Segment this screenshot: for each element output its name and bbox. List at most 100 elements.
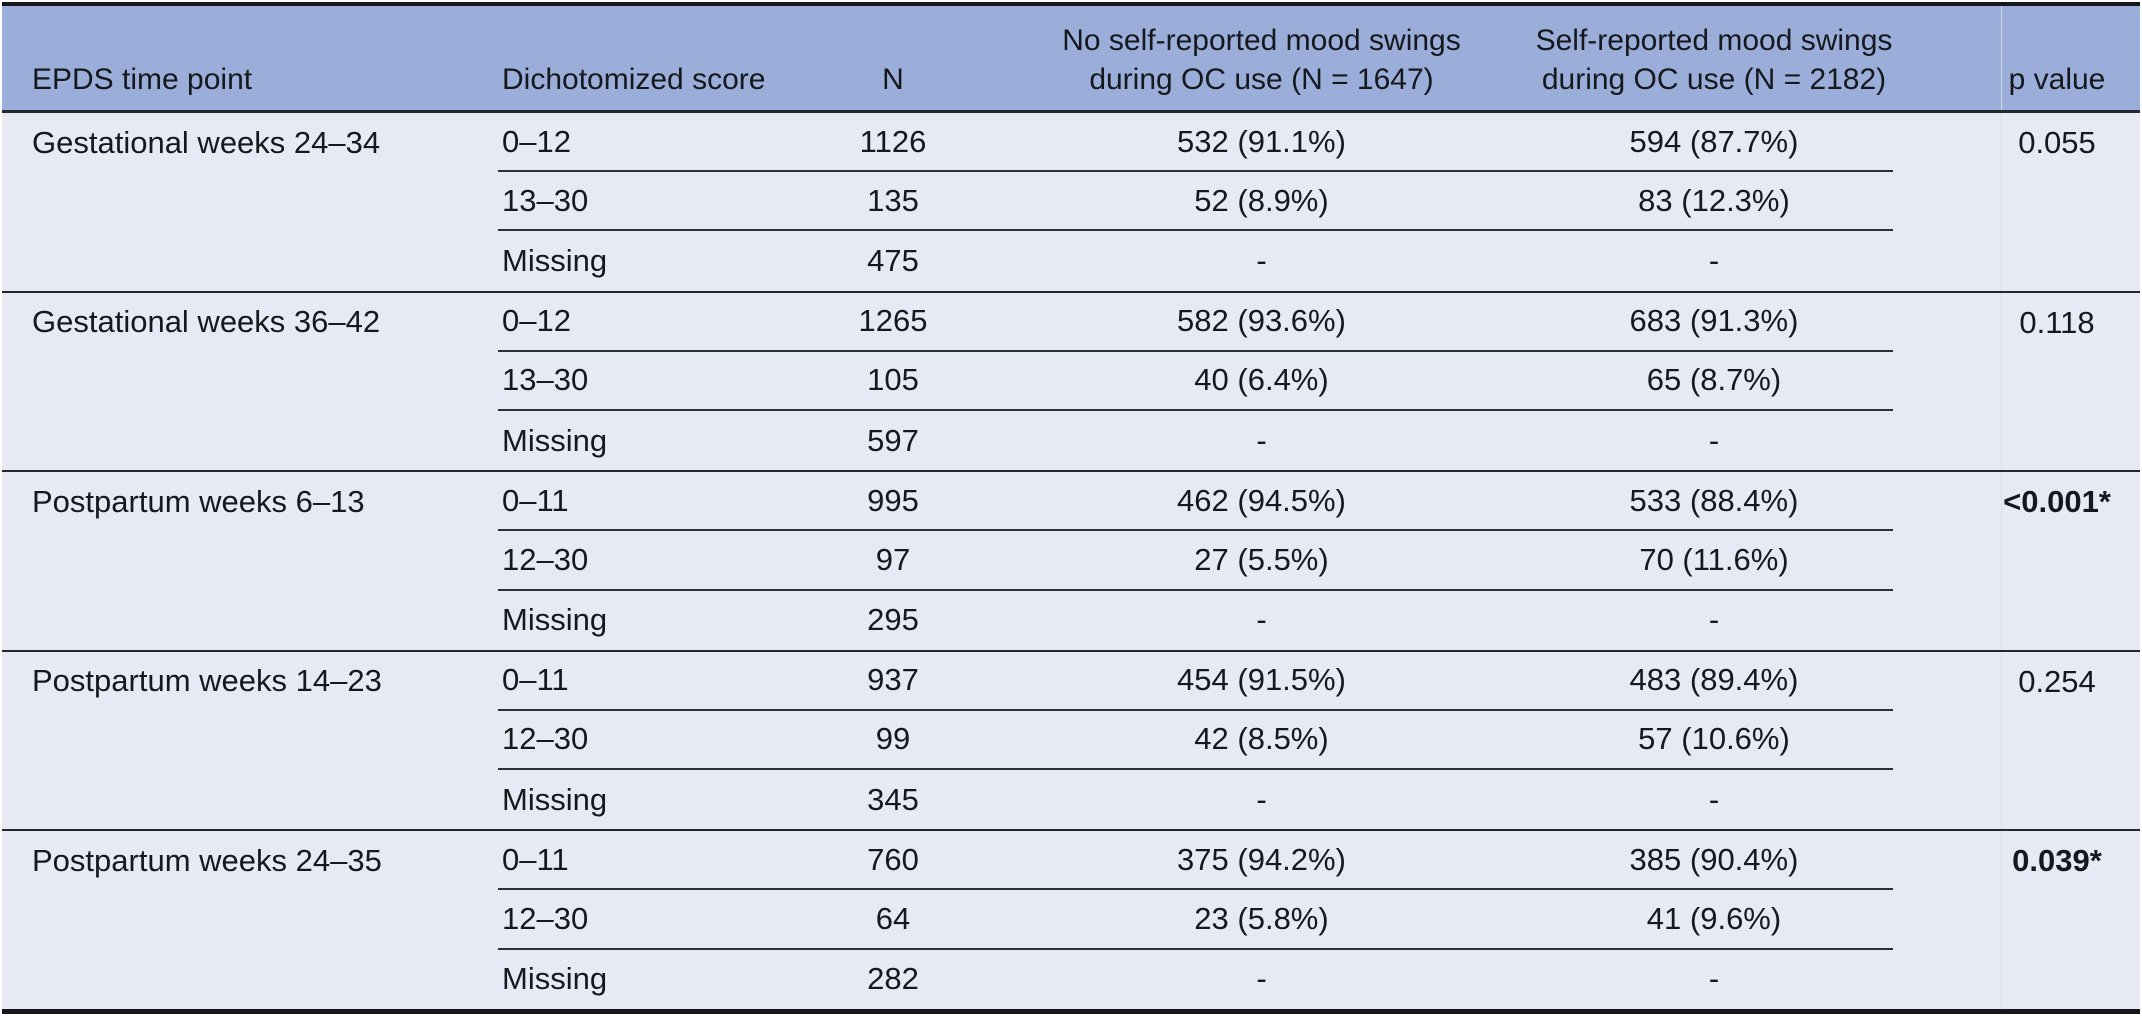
- cell-n: 475: [867, 242, 919, 278]
- cell-time-point: Postpartum weeks 14–23: [32, 663, 382, 699]
- cell-n: 97: [798, 531, 988, 591]
- cell-score: 12–30: [498, 890, 798, 950]
- cell-n: 760: [798, 831, 988, 891]
- header-mood-swings: Self-reported mood swings during OC use …: [1535, 24, 1893, 96]
- header-spacer: [1893, 6, 2001, 110]
- cell-spacer: [1893, 113, 2001, 172]
- cell-mood-swings: 594 (87.7%): [1535, 113, 1893, 173]
- cell-mood-swings: 83 (12.3%): [1535, 172, 1893, 232]
- cell-score: 13–30: [498, 172, 798, 232]
- cell-spacer: [1893, 950, 2001, 1009]
- cell-mood-swings: -: [1708, 242, 1720, 278]
- cell-score: Missing: [502, 422, 608, 458]
- cell-n: 99: [798, 711, 988, 771]
- cell-spacer: [1893, 411, 2001, 470]
- p-value-text: 0.118: [2019, 304, 2095, 340]
- table-body: Gestational weeks 24–34 0–12 1126 532 (91.1…: [2, 113, 2140, 1009]
- cell-p-value: 0.039*: [2001, 831, 2140, 1009]
- table-header-row: EPDS time point Dichotomized score N No …: [2, 6, 2140, 113]
- cell-mood-swings: -: [1708, 602, 1720, 638]
- cell-score: 12–30: [498, 711, 798, 771]
- cell-n: 995: [798, 472, 988, 532]
- cell-no-mood-swings: 27 (5.5%): [988, 531, 1535, 591]
- cell-time-point: Postpartum weeks 24–35: [32, 842, 382, 878]
- table-row-group: Postpartum weeks 14–23 0–11 937 454 (91.5%)…: [2, 649, 2140, 830]
- cell-mood-swings: 385 (90.4%): [1535, 831, 1893, 891]
- p-value-text: <0.001*: [2003, 484, 2111, 520]
- cell-score: 0–12: [498, 113, 798, 173]
- header-dichotomized-score: Dichotomized score: [502, 63, 766, 96]
- cell-score: 0–12: [498, 293, 798, 352]
- cell-spacer: [1893, 591, 2001, 650]
- cell-p-value: 0.118: [2001, 292, 2140, 471]
- cell-spacer: [1893, 770, 2001, 829]
- cell-no-mood-swings: 42 (8.5%): [988, 711, 1535, 771]
- cell-no-mood-swings: -: [1256, 602, 1267, 638]
- cell-mood-swings: 41 (9.6%): [1535, 890, 1893, 950]
- cell-mood-swings: 533 (88.4%): [1535, 472, 1893, 532]
- cell-n: 597: [867, 422, 919, 458]
- cell-p-value: 0.055: [2001, 113, 2140, 291]
- cell-time-point: Gestational weeks 36–42: [32, 304, 381, 340]
- header-no-mood-swings: No self-reported mood swings during OC u…: [1062, 24, 1461, 96]
- cell-no-mood-swings: 23 (5.8%): [988, 890, 1535, 950]
- cell-mood-swings: -: [1708, 422, 1720, 458]
- cell-mood-swings: 57 (10.6%): [1535, 711, 1893, 771]
- cell-mood-swings: -: [1708, 961, 1720, 997]
- p-value-text: 0.039*: [2012, 843, 2102, 879]
- cell-score: Missing: [502, 961, 608, 997]
- header-n: N: [882, 63, 904, 96]
- cell-score: 13–30: [498, 352, 798, 411]
- cell-no-mood-swings: -: [1256, 242, 1267, 278]
- cell-mood-swings: 683 (91.3%): [1535, 293, 1893, 352]
- cell-score: Missing: [502, 242, 608, 278]
- cell-spacer: [1893, 231, 2001, 290]
- cell-mood-swings: 483 (89.4%): [1535, 652, 1893, 711]
- cell-no-mood-swings: 52 (8.9%): [988, 172, 1535, 232]
- p-value-text: 0.254: [2018, 663, 2096, 699]
- cell-p-value: <0.001*: [2001, 472, 2140, 650]
- cell-n: 1126: [798, 113, 988, 173]
- header-epds-time-point: EPDS time point: [32, 63, 253, 96]
- cell-spacer: [1893, 472, 2001, 531]
- cell-score: 12–30: [498, 531, 798, 591]
- cell-mood-swings: 70 (11.6%): [1535, 531, 1893, 591]
- cell-no-mood-swings: 582 (93.6%): [988, 293, 1535, 352]
- cell-n: 105: [798, 352, 988, 411]
- cell-n: 345: [867, 781, 919, 817]
- cell-score: 0–11: [498, 652, 798, 711]
- cell-n: 135: [798, 172, 988, 232]
- cell-n: 282: [867, 961, 919, 997]
- cell-spacer: [1893, 711, 2001, 770]
- cell-no-mood-swings: 454 (91.5%): [988, 652, 1535, 711]
- cell-p-value: 0.254: [2001, 651, 2140, 830]
- cell-n: 295: [867, 602, 919, 638]
- cell-no-mood-swings: 375 (94.2%): [988, 831, 1535, 891]
- header-p-value: p value: [2001, 6, 2140, 110]
- table-row-group: Gestational weeks 24–34 0–12 1126 532 (91.1…: [2, 113, 2140, 291]
- cell-n: 64: [798, 890, 988, 950]
- cell-spacer: [1893, 652, 2001, 711]
- cell-mood-swings: 65 (8.7%): [1535, 352, 1893, 411]
- cell-no-mood-swings: 40 (6.4%): [988, 352, 1535, 411]
- cell-spacer: [1893, 831, 2001, 890]
- table-row-group: Postpartum weeks 6–13 0–11 995 462 (94.5%) 5…: [2, 470, 2140, 650]
- cell-spacer: [1893, 531, 2001, 590]
- table-row-group: Postpartum weeks 24–35 0–11 760 375 (94.2%)…: [2, 829, 2140, 1009]
- cell-n: 1265: [798, 293, 988, 352]
- cell-spacer: [1893, 352, 2001, 411]
- cell-no-mood-swings: -: [1256, 422, 1267, 458]
- cell-no-mood-swings: 532 (91.1%): [988, 113, 1535, 173]
- cell-n: 937: [798, 652, 988, 711]
- cell-score: 0–11: [498, 831, 798, 891]
- table-row-group: Gestational weeks 36–42 0–12 1265 582 (93.6…: [2, 290, 2140, 471]
- cell-no-mood-swings: 462 (94.5%): [988, 472, 1535, 532]
- cell-time-point: Postpartum weeks 6–13: [32, 483, 365, 519]
- cell-no-mood-swings: -: [1256, 781, 1267, 817]
- cell-score: Missing: [502, 781, 608, 817]
- cell-spacer: [1893, 890, 2001, 949]
- cell-score: 0–11: [498, 472, 798, 532]
- cell-mood-swings: -: [1708, 781, 1720, 817]
- cell-no-mood-swings: -: [1256, 961, 1267, 997]
- cell-score: Missing: [502, 602, 608, 638]
